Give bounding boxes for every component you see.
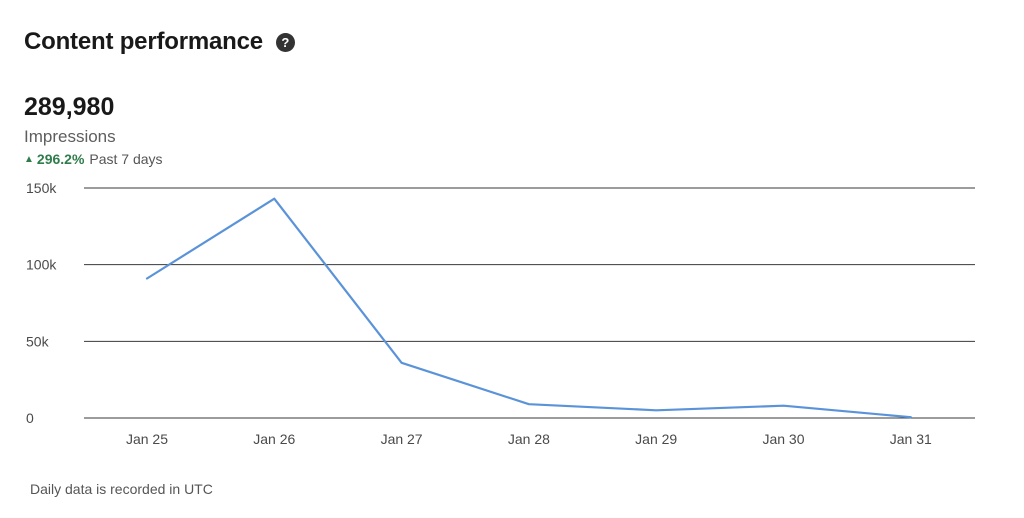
question-circle-icon[interactable]: ? [275, 32, 295, 52]
change-indicator: ▲ 296.2% Past 7 days [24, 151, 163, 167]
footnote: Daily data is recorded in UTC [30, 481, 213, 497]
x-tick-label: Jan 25 [126, 431, 168, 447]
change-percent: 296.2% [36, 151, 85, 167]
x-tick-label: Jan 29 [635, 431, 677, 447]
y-tick-label: 100k [26, 257, 57, 273]
impressions-total: 289,980 [24, 93, 115, 121]
x-tick-label: Jan 26 [253, 431, 295, 447]
impressions-series-line [145, 197, 912, 419]
x-tick-label: Jan 28 [508, 431, 550, 447]
change-period: Past 7 days [89, 151, 163, 167]
y-tick-label: 0 [26, 410, 34, 426]
impressions-label: Impressions [24, 127, 116, 146]
impressions-line-chart: 0 50k 100k 150k Jan 25 Jan 26 Jan 27 Jan 28 Jan … [26, 180, 975, 447]
x-tick-label: Jan 31 [890, 431, 932, 447]
chart-header: Content performance ? [24, 28, 295, 56]
y-tick-label: 150k [26, 180, 57, 196]
y-tick-label: 50k [26, 333, 50, 349]
page-title: Content performance [24, 28, 263, 55]
x-tick-label: Jan 30 [762, 431, 804, 447]
trend-up-icon: ▲ [24, 153, 34, 165]
x-tick-label: Jan 27 [381, 431, 423, 447]
